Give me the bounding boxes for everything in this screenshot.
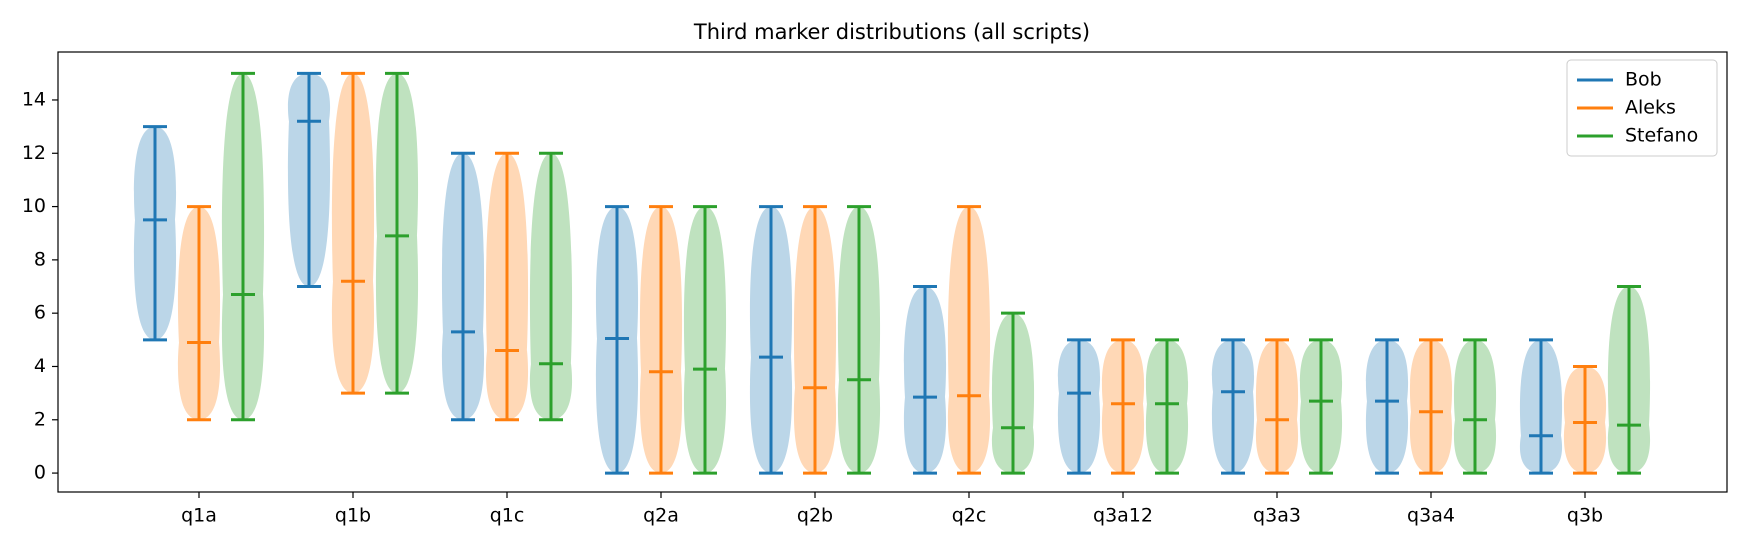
legend-label: Stefano xyxy=(1625,125,1698,147)
y-tick-label: 10 xyxy=(22,195,46,217)
chart-title: Third marker distributions (all scripts) xyxy=(693,20,1090,44)
x-tick-label: q3b xyxy=(1567,505,1603,527)
y-tick-label: 6 xyxy=(34,302,46,324)
x-tick-label: q2c xyxy=(952,505,987,527)
x-tick-label: q2b xyxy=(797,505,833,527)
y-tick-label: 14 xyxy=(22,88,46,110)
legend-box xyxy=(1566,59,1718,157)
x-tick-label: q1c xyxy=(490,505,525,527)
plot-frame xyxy=(57,51,1728,493)
y-tick-label: 4 xyxy=(34,355,46,377)
legend-label: Aleks xyxy=(1625,97,1676,119)
y-tick-label: 8 xyxy=(34,248,46,270)
x-tick-label: q1b xyxy=(335,505,371,527)
y-tick-label: 2 xyxy=(34,408,46,430)
x-tick-label: q1a xyxy=(181,505,217,527)
y-tick-label: 12 xyxy=(22,142,46,164)
y-tick-label: 0 xyxy=(34,462,46,484)
x-tick-label: q3a4 xyxy=(1407,505,1455,527)
x-tick-label: q3a12 xyxy=(1093,505,1153,527)
legend-label: Bob xyxy=(1625,69,1662,91)
x-tick-label: q3a3 xyxy=(1253,505,1301,527)
x-tick-label: q2a xyxy=(643,505,679,527)
